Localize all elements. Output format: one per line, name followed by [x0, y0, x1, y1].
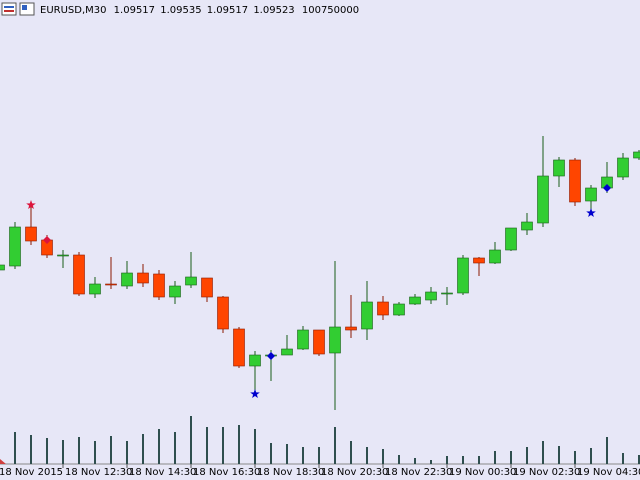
- signal-star: [250, 389, 260, 398]
- candle-body-bull: [0, 264, 5, 271]
- candle-body-bull: [425, 291, 437, 301]
- x-tick-label: 18 Nov 20:30: [321, 467, 388, 478]
- candle-body-bear: [233, 328, 245, 367]
- header-low: 1.09517: [207, 5, 248, 16]
- candle-body-bear: [569, 159, 581, 203]
- candle-body-bear: [25, 226, 37, 242]
- icon-expert-part: [22, 5, 27, 10]
- icon-chart-line: [4, 6, 14, 8]
- candle-body-bear: [345, 326, 357, 331]
- icon-chart: [1, 2, 17, 16]
- signal-star: [26, 200, 36, 209]
- x-tick-label: 18 Nov 18:30: [257, 467, 324, 478]
- header-volume: 100750000: [302, 5, 359, 16]
- candle-body-bear: [473, 257, 485, 264]
- icon-chart-line: [4, 10, 14, 12]
- signal-diamond: [43, 236, 51, 244]
- candle-body-bear: [153, 273, 165, 298]
- candle-body-bull: [585, 187, 597, 202]
- candle-body-bull: [553, 159, 565, 177]
- symbol: EURUSD,M30: [40, 5, 106, 16]
- candle-body-bull: [169, 285, 181, 298]
- candle-body-bull: [505, 227, 517, 251]
- candle-body-bull: [185, 276, 197, 286]
- signal-diamond: [603, 184, 611, 192]
- toolbar-icons: [1, 2, 35, 16]
- candle-body-bull: [441, 292, 453, 295]
- candle-body-bear: [217, 296, 229, 330]
- header-close: 1.09523: [253, 5, 294, 16]
- candle-body-bull: [633, 151, 640, 159]
- candle-body-bull: [121, 272, 133, 287]
- candle-body-bull: [57, 254, 69, 257]
- candle-body-bull: [409, 296, 421, 305]
- x-tick-label: 18 Nov 12:30: [65, 467, 132, 478]
- candle-body-bull: [489, 249, 501, 264]
- candle-body-bear: [377, 301, 389, 316]
- x-tick-label: 18 Nov 2015: [0, 467, 63, 478]
- candle-body-bull: [281, 348, 293, 356]
- signal-star: [586, 208, 596, 217]
- x-tick-label: 18 Nov 22:30: [385, 467, 452, 478]
- candle-body-bull: [537, 175, 549, 224]
- candle-body-bear: [73, 254, 85, 295]
- candle-body-bull: [521, 221, 533, 231]
- candle-body-bull: [89, 283, 101, 295]
- candle-body-bull: [361, 301, 373, 330]
- candle-body-bull: [393, 303, 405, 316]
- candle-body-bull: [297, 329, 309, 350]
- candle-body-bull: [249, 354, 261, 367]
- candle-body-bear: [105, 283, 117, 286]
- x-tick-label: 19 Nov 02:30: [513, 467, 580, 478]
- x-tick-label: 18 Nov 14:30: [129, 467, 196, 478]
- candle-body-bull: [617, 157, 629, 178]
- candle-body-bear: [201, 277, 213, 298]
- chart-header: EURUSD,M30 1.09517 1.09535 1.09517 1.095…: [40, 5, 359, 16]
- signal-diamond: [267, 352, 275, 360]
- x-tick-label: 19 Nov 04:30: [577, 467, 640, 478]
- header-open: 1.09517: [114, 5, 155, 16]
- candle-body-bear: [137, 272, 149, 284]
- candle-body-bear: [313, 329, 325, 355]
- candle-body-bull: [457, 257, 469, 294]
- x-tick-label: 18 Nov 16:30: [193, 467, 260, 478]
- x-tick-label: 19 Nov 00:30: [449, 467, 516, 478]
- candle-body-bull: [329, 326, 341, 354]
- chart-shift-marker: [0, 459, 6, 464]
- header-high: 1.09535: [160, 5, 201, 16]
- candle-body-bull: [9, 226, 21, 267]
